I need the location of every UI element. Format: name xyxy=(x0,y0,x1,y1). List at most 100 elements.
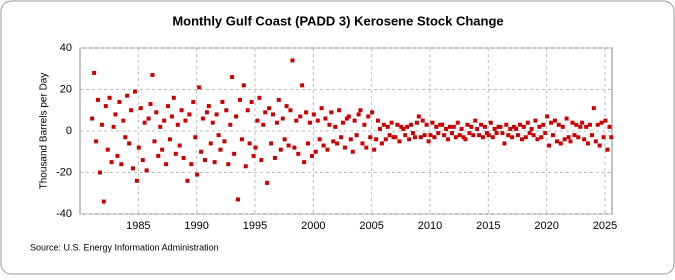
point xyxy=(492,126,497,131)
point xyxy=(444,126,449,131)
point xyxy=(593,139,598,144)
point xyxy=(202,158,207,163)
point xyxy=(436,131,441,136)
point xyxy=(451,124,456,129)
point xyxy=(146,116,151,121)
point xyxy=(150,72,155,77)
point xyxy=(531,133,536,138)
point xyxy=(167,137,172,142)
point xyxy=(381,122,386,127)
point xyxy=(152,139,157,144)
point xyxy=(175,122,180,127)
point xyxy=(272,155,277,160)
source: Source: U.S. Energy Information Administ… xyxy=(30,242,219,252)
point xyxy=(523,135,528,140)
point xyxy=(165,104,170,109)
point xyxy=(352,118,357,123)
point xyxy=(160,147,165,152)
point xyxy=(113,112,118,117)
point xyxy=(317,137,322,142)
point xyxy=(132,89,137,94)
point xyxy=(362,122,367,127)
point xyxy=(545,114,550,119)
x-tick-label: 2000 xyxy=(301,220,325,232)
point xyxy=(335,141,340,146)
point xyxy=(383,137,388,142)
point xyxy=(424,122,429,127)
point xyxy=(595,122,600,127)
point xyxy=(445,137,450,142)
y-tick-label: -40 xyxy=(56,208,72,220)
point xyxy=(558,141,563,146)
point xyxy=(234,114,239,119)
x-tick-label: 2005 xyxy=(359,220,383,232)
point xyxy=(282,137,287,142)
point xyxy=(514,126,519,131)
point xyxy=(375,118,380,123)
point xyxy=(486,133,491,138)
point xyxy=(552,118,557,123)
point xyxy=(582,137,587,142)
point xyxy=(173,151,178,156)
point xyxy=(197,85,202,90)
point xyxy=(498,124,503,129)
point xyxy=(171,95,176,100)
point xyxy=(99,122,104,127)
point xyxy=(267,106,272,111)
point xyxy=(232,151,237,156)
y-axis-label: Thousand Barrels per Day xyxy=(39,73,50,190)
point xyxy=(535,137,540,142)
point xyxy=(107,95,112,100)
point xyxy=(327,122,332,127)
point xyxy=(547,143,552,148)
point xyxy=(206,104,211,109)
point xyxy=(136,145,141,150)
point xyxy=(440,122,445,127)
x-tick-label: 2020 xyxy=(534,220,558,232)
point xyxy=(515,133,520,138)
y-tick-label: -20 xyxy=(56,166,72,178)
point xyxy=(311,112,316,117)
point xyxy=(368,135,373,140)
point xyxy=(461,135,466,140)
point xyxy=(506,133,511,138)
point xyxy=(263,110,268,115)
point xyxy=(453,135,458,140)
point xyxy=(305,141,310,146)
point xyxy=(457,133,462,138)
point xyxy=(609,135,614,140)
point xyxy=(237,97,242,102)
point xyxy=(554,139,559,144)
point xyxy=(187,112,192,117)
point xyxy=(346,114,351,119)
point xyxy=(117,99,122,104)
point xyxy=(389,120,394,125)
point xyxy=(500,131,505,136)
point xyxy=(549,120,554,125)
point xyxy=(220,99,225,104)
point xyxy=(564,116,569,121)
point xyxy=(370,110,375,115)
point xyxy=(566,135,571,140)
point xyxy=(412,135,417,140)
point xyxy=(463,137,468,142)
point xyxy=(587,122,592,127)
y-tick-label: 20 xyxy=(60,83,72,95)
point xyxy=(591,106,596,111)
point xyxy=(358,108,363,113)
point xyxy=(350,149,355,154)
point xyxy=(580,120,585,125)
point xyxy=(550,133,555,138)
point xyxy=(222,139,227,144)
point xyxy=(387,133,392,138)
point xyxy=(467,131,472,136)
point xyxy=(401,126,406,131)
point xyxy=(212,160,217,165)
point xyxy=(473,118,478,123)
point xyxy=(403,133,408,138)
point xyxy=(105,147,110,152)
point xyxy=(356,112,361,117)
point xyxy=(442,133,447,138)
point xyxy=(601,135,606,140)
point xyxy=(339,135,344,140)
